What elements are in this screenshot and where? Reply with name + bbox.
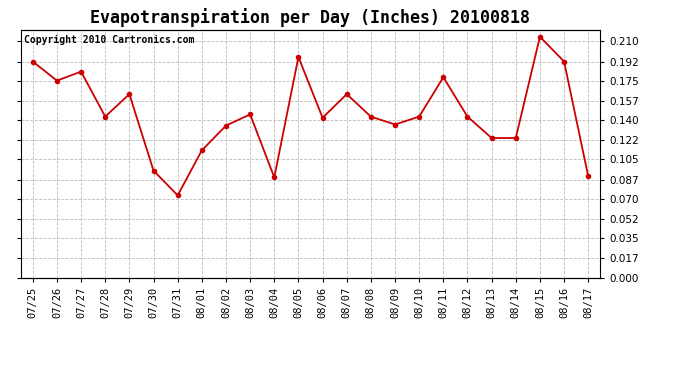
Title: Evapotranspiration per Day (Inches) 20100818: Evapotranspiration per Day (Inches) 2010…	[90, 8, 531, 27]
Text: Copyright 2010 Cartronics.com: Copyright 2010 Cartronics.com	[23, 35, 194, 45]
